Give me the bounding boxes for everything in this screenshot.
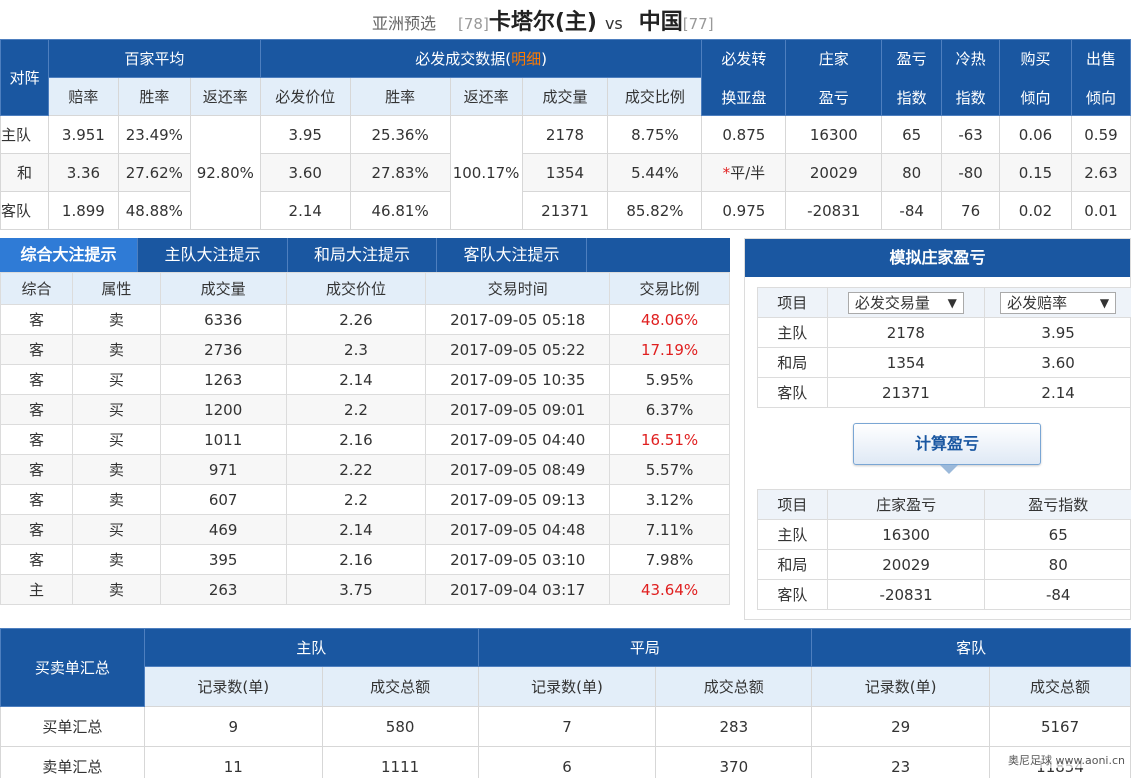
vs-label: vs (604, 14, 623, 33)
matchup-header: 对阵 (0, 39, 49, 116)
table-row: 主队 3.951 23.49% 92.80% 3.95 25.36% 100.1… (0, 115, 1131, 230)
bf-winrate-subheader: 胜率 (349, 77, 451, 116)
banker-simulator-panel: 模拟庄家盈亏 项目 必发交易量 ▼ 必发赔率 ▼ 主队 2178 3.95 和局 1354… (744, 238, 1131, 620)
table-row: 客队 1.899 48.88% 2.14 46.81% 21371 85.82%… (0, 191, 1131, 230)
betfair-group-header: 必发成交数据(明细) (259, 39, 703, 78)
bf-return-value: 100.17% (449, 115, 523, 230)
table-row: 主队 16300 65 (757, 519, 1131, 550)
simulator-input-table: 项目 必发交易量 ▼ 必发赔率 ▼ 主队 2178 3.95 和局 1354 3.60 客队… (757, 287, 1131, 408)
tab-overall[interactable]: 综合大注提示 (0, 238, 138, 272)
chevron-down-icon: ▼ (1099, 295, 1110, 310)
watermark: 奥尼足球 www.aoni.cn (1008, 752, 1125, 768)
table-row: 买单汇总 9 580 7 283 29 5167 (0, 706, 1131, 747)
sell-header: 出售 倾向 (1070, 39, 1131, 116)
avg-return-value: 92.80% (189, 115, 261, 230)
table-header-row: 综合 属性 成交量 成交价位 交易时间 交易比例 (0, 272, 730, 305)
table-row: 客买 1011 2.16 2017-09-05 04:40 16.51% (0, 424, 730, 455)
hotcold-header: 冷热 指数 (941, 39, 1001, 116)
table-row: 和 3.36 27.62% 3.60 27.83% 1354 5.44% *平/… (0, 153, 1131, 192)
odds-summary-table: 对阵 百家平均 必发成交数据(明细) 必发转 换亚盘 庄家 盈亏 盈亏 指数 冷热 指数… (0, 39, 1131, 230)
bf-return-subheader: 返还率 (449, 77, 523, 116)
odds-subheader: 赔率 (47, 77, 119, 116)
tab-home[interactable]: 主队大注提示 (138, 238, 288, 272)
home-team[interactable]: 卡塔尔(主) (488, 10, 597, 35)
ratio-subheader: 成交比例 (607, 77, 703, 116)
table-row: 客卖 395 2.16 2017-09-05 03:10 7.98% (0, 544, 730, 575)
chevron-down-icon: ▼ (947, 295, 957, 310)
table-row: 客买 1263 2.14 2017-09-05 10:35 5.95% (0, 364, 730, 395)
table-row: 客队 -20831 -84 (757, 579, 1131, 610)
summary-draw-header: 平局 (477, 628, 813, 667)
summary-title: 买卖单汇总 (0, 628, 145, 707)
winrate-subheader: 胜率 (117, 77, 191, 116)
table-row: 客买 469 2.14 2017-09-05 04:48 7.11% (0, 514, 730, 545)
table-row: 主队 2178 3.95 (757, 317, 1131, 348)
away-team[interactable]: 中国 (638, 10, 683, 35)
avg-group-header: 百家平均 (47, 39, 261, 78)
table-row: 客卖 2736 2.3 2017-09-05 05:22 17.19% (0, 334, 730, 365)
table-row: 和局 1354 3.60 (757, 347, 1131, 378)
big-bet-table: 综合 属性 成交量 成交价位 交易时间 交易比例 客卖 6336 2.26 2017-… (0, 272, 730, 605)
pointer-arrow-icon (940, 465, 958, 474)
table-row: 和局 20029 80 (757, 549, 1131, 580)
summary-home-header: 主队 (143, 628, 479, 667)
table-row: 主卖 263 3.75 2017-09-04 03:17 43.64% (0, 574, 730, 605)
away-rank: [77] (682, 15, 714, 33)
return-subheader: 返还率 (189, 77, 261, 116)
table-row: 客卖 607 2.2 2017-09-05 09:13 3.12% (0, 484, 730, 515)
league-name: 亚洲预选 (372, 14, 437, 33)
calculate-button[interactable]: 计算盈亏 (853, 423, 1041, 474)
match-header: 亚洲预选 [78] 卡塔尔(主) vs 中国 [77] (0, 0, 1131, 40)
odds-select[interactable]: 必发赔率 ▼ (1000, 291, 1117, 314)
price-subheader: 必发价位 (259, 77, 351, 116)
tab-draw[interactable]: 和局大注提示 (288, 238, 437, 272)
buy-header: 购买 倾向 (999, 39, 1072, 116)
detail-link[interactable]: 明细 (511, 50, 542, 68)
banker-header: 庄家 盈亏 (785, 39, 883, 116)
big-bet-tabs: 综合大注提示 主队大注提示 和局大注提示 客队大注提示 (0, 238, 730, 272)
buy-sell-summary-table: 买卖单汇总 主队 平局 客队 记录数(单) 成交总额 记录数(单) 成交总额 记录数… (0, 628, 1131, 778)
table-row: 客卖 6336 2.26 2017-09-05 05:18 48.06% (0, 304, 730, 335)
simulator-title: 模拟庄家盈亏 (745, 239, 1130, 277)
volume-select[interactable]: 必发交易量 ▼ (847, 291, 964, 314)
asian-header: 必发转 换亚盘 (701, 39, 787, 116)
home-rank: [78] (458, 15, 489, 33)
table-row: 卖单汇总 11 1111 6 370 23 11854 (0, 746, 1131, 778)
table-row: 客买 1200 2.2 2017-09-05 09:01 6.37% (0, 394, 730, 425)
volume-subheader: 成交量 (521, 77, 609, 116)
pl-index-header: 盈亏 指数 (881, 39, 943, 116)
summary-away-header: 客队 (811, 628, 1131, 667)
tab-away[interactable]: 客队大注提示 (437, 238, 587, 272)
table-row: 客卖 971 2.22 2017-09-05 08:49 5.57% (0, 454, 730, 485)
simulator-result-table: 项目 庄家盈亏 盈亏指数 主队 16300 65 和局 20029 80 客队 -2083… (757, 489, 1131, 610)
table-row: 客队 21371 2.14 (757, 377, 1131, 408)
